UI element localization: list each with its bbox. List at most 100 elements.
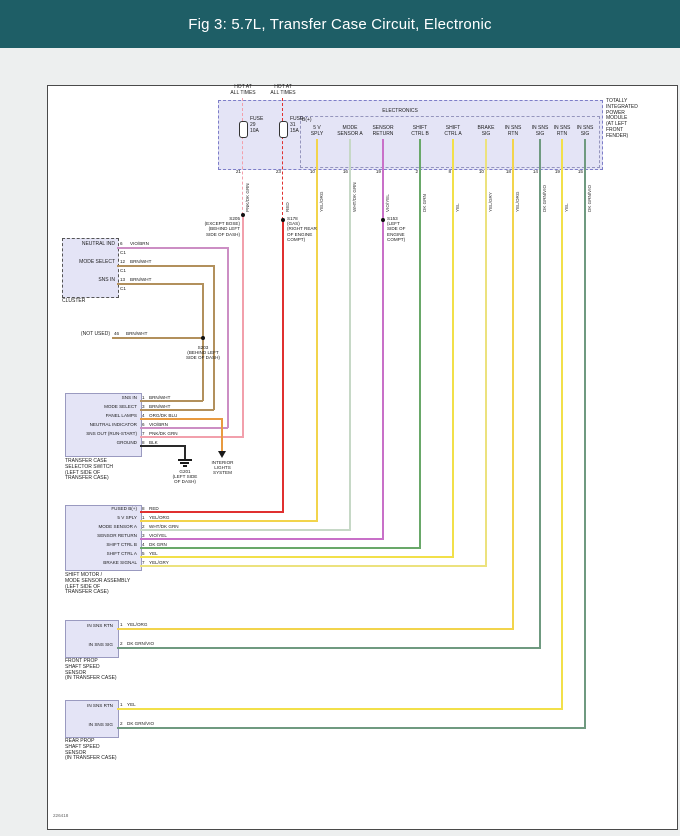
wire-color-label: RED (285, 202, 290, 212)
wire-color-label: YEL/GRY (488, 192, 493, 212)
cluster-pin-number: 6 (120, 241, 123, 246)
wire-color-label: DK GRN/VIO (587, 184, 592, 212)
cluster-row-label: MODE SELECT (79, 259, 115, 265)
wire-sensor-return-vertical (382, 139, 384, 540)
hot-at-all-times-label-1: HOT AT ALL TIMES (230, 84, 256, 96)
tipm-pin-label: SHIFT CTRL B (411, 125, 429, 137)
wire-color-label: BRN/WHT (126, 331, 148, 336)
wire-color-label: BRN/WHT (130, 277, 152, 282)
front-sensor-row-label: IN SNS RTN (87, 623, 113, 628)
wire-color-label: YEL (564, 203, 569, 212)
not-used-pin-number: 46 (114, 331, 120, 336)
wire-color-label: DK GRN/VIO (127, 721, 155, 726)
motor-row-label: MODE SENSOR A (98, 524, 137, 529)
tipm-pin-number: 10 (309, 169, 315, 174)
wire-panel-lamps-horizontal (140, 418, 223, 420)
wire-brake-sig-vertical (485, 139, 487, 567)
rear-sensor-pin-number: 2 (120, 721, 123, 726)
motor-row-label: SHIFT CTRL B (106, 542, 137, 547)
switch-pin-number: 8 (142, 440, 145, 445)
wire-sns-in-bottom (140, 400, 203, 402)
wire-fuse29-feed (242, 98, 243, 121)
wire-color-label: PNK/DK GRN (149, 431, 178, 436)
switch-pin-number: 6 (142, 422, 145, 427)
wire-ground-vertical (184, 445, 186, 460)
splice-s153-label: S153 (LEFT SIDE OF ENGINE COMPT) (387, 216, 406, 242)
b-plus-label: B(+) (302, 117, 312, 123)
splice-s203-label: S203 (BEHIND LEFT SIDE OF DASH) (186, 345, 220, 361)
ground-symbol-bar2 (180, 462, 189, 464)
cluster-pin-number: 12 (120, 259, 126, 264)
motor-pin-number: 7 (142, 560, 145, 565)
wire-red-dashed (282, 136, 283, 220)
wire-color-label: YEL/GRY (149, 560, 169, 565)
wire-color-label: VIO/YEL (149, 533, 167, 538)
switch-row-label: PANEL LAMPS (105, 413, 137, 418)
wire-color-label: YEL (455, 203, 460, 212)
switch-pin-number: 4 (142, 413, 145, 418)
ground-symbol-bar1 (178, 459, 192, 461)
splice-s203-dot (201, 336, 205, 340)
interior-lights-label: INTERIOR LIGHTS SYSTEM (211, 460, 234, 476)
wire-color-label: YEL (127, 702, 136, 707)
tipm-pin-label: IN SNS RTN (553, 125, 571, 137)
cluster-pin-number: 13 (120, 277, 126, 282)
fuse-31-symbol (279, 121, 288, 138)
wire-brake-sig-horizontal (140, 565, 486, 567)
wire-ground-horizontal (140, 445, 186, 447)
front-sensor-row-label: IN SNS SIG (88, 642, 113, 647)
wire-mode-sensor-vertical (349, 139, 351, 531)
wire-color-label: VIO/BRN (149, 422, 168, 427)
wire-front-rtn-horizontal (117, 628, 513, 630)
selector-switch-name-label: TRANSFER CASE SELECTOR SWITCH (LEFT SIDE… (65, 458, 113, 482)
wire-color-label: BRN/WHT (149, 395, 171, 400)
wire-color-label: YEL (149, 551, 158, 556)
tipm-pin-label: MODE SENSOR A (337, 125, 363, 137)
wire-color-label: DK GRN/VIO (542, 184, 547, 212)
tipm-pin-number: 19 (554, 169, 560, 174)
splice-s178-label: S178 (GAS) (RIGHT REAR OF ENGINE COMPT) (287, 216, 317, 242)
tipm-module-label: TOTALLY INTEGRATED POWER MODULE (AT LEFT… (606, 98, 638, 139)
wire-mode-select-vertical (213, 265, 215, 410)
motor-pin-number: 5 (142, 551, 145, 556)
motor-row-label: SENSOR RETURN (97, 533, 137, 538)
wire-front-rtn-vertical (512, 139, 514, 630)
wire-color-label: DK GRN (149, 542, 167, 547)
rear-sensor-row-label: IN SNS RTN (87, 703, 113, 708)
switch-row-label: SNS IN (121, 395, 137, 400)
wire-neutral-ind-top (117, 247, 228, 249)
wire-color-label: WHT/DK GRN (352, 182, 357, 212)
wire-neutral-ind-vertical (227, 247, 229, 428)
wire-color-label: DK GRN/VIO (127, 641, 155, 646)
wire-front-sig-vertical (539, 139, 541, 649)
wire-fuse31-feed (282, 98, 283, 121)
wire-color-label: YEL/ORG (319, 191, 324, 212)
wire-pnkdkgrn-vertical (242, 215, 244, 438)
motor-row-label: SHIFT CTRL A (106, 551, 137, 556)
wire-neutral-ind-bottom (140, 427, 228, 429)
wire-not-used (112, 337, 203, 339)
cluster-row-label: NEUTRAL IND (81, 241, 115, 247)
wire-color-label: DK GRN (422, 194, 427, 212)
front-sensor-name-label: FRONT PROP SHAFT SPEED SENSOR (IN TRANSF… (65, 658, 117, 682)
wire-sns-in-vertical (202, 283, 204, 401)
splice-s153-dot (381, 218, 385, 222)
cluster-connector-label: C1 (120, 286, 126, 291)
tipm-pin-number: 19 (375, 169, 381, 174)
cluster-box (62, 238, 119, 298)
fuse-31-label: FUSE 31 15A (290, 116, 304, 134)
tipm-pin-label: IN SNS SIG (531, 125, 549, 137)
wire-color-label: YEL/ORG (515, 191, 520, 212)
tipm-pin-label: IN SNS SIG (576, 125, 594, 137)
splice-s205-label: S205 (EXCEPT BOSE) (BEHIND LEFT SIDE OF … (204, 216, 240, 237)
wire-panel-lamps-vertical (221, 418, 223, 451)
motor-pin-number: 1 (142, 515, 145, 520)
wire-front-sig-horizontal (117, 647, 540, 649)
motor-pin-number: 3 (142, 533, 145, 538)
tipm-pin-number: 18 (505, 169, 511, 174)
switch-pin-number: 7 (142, 431, 145, 436)
wire-pnkdkgrn-dashed (242, 136, 243, 215)
tipm-pin-number: 14 (532, 169, 538, 174)
rear-sensor-box (65, 700, 119, 738)
